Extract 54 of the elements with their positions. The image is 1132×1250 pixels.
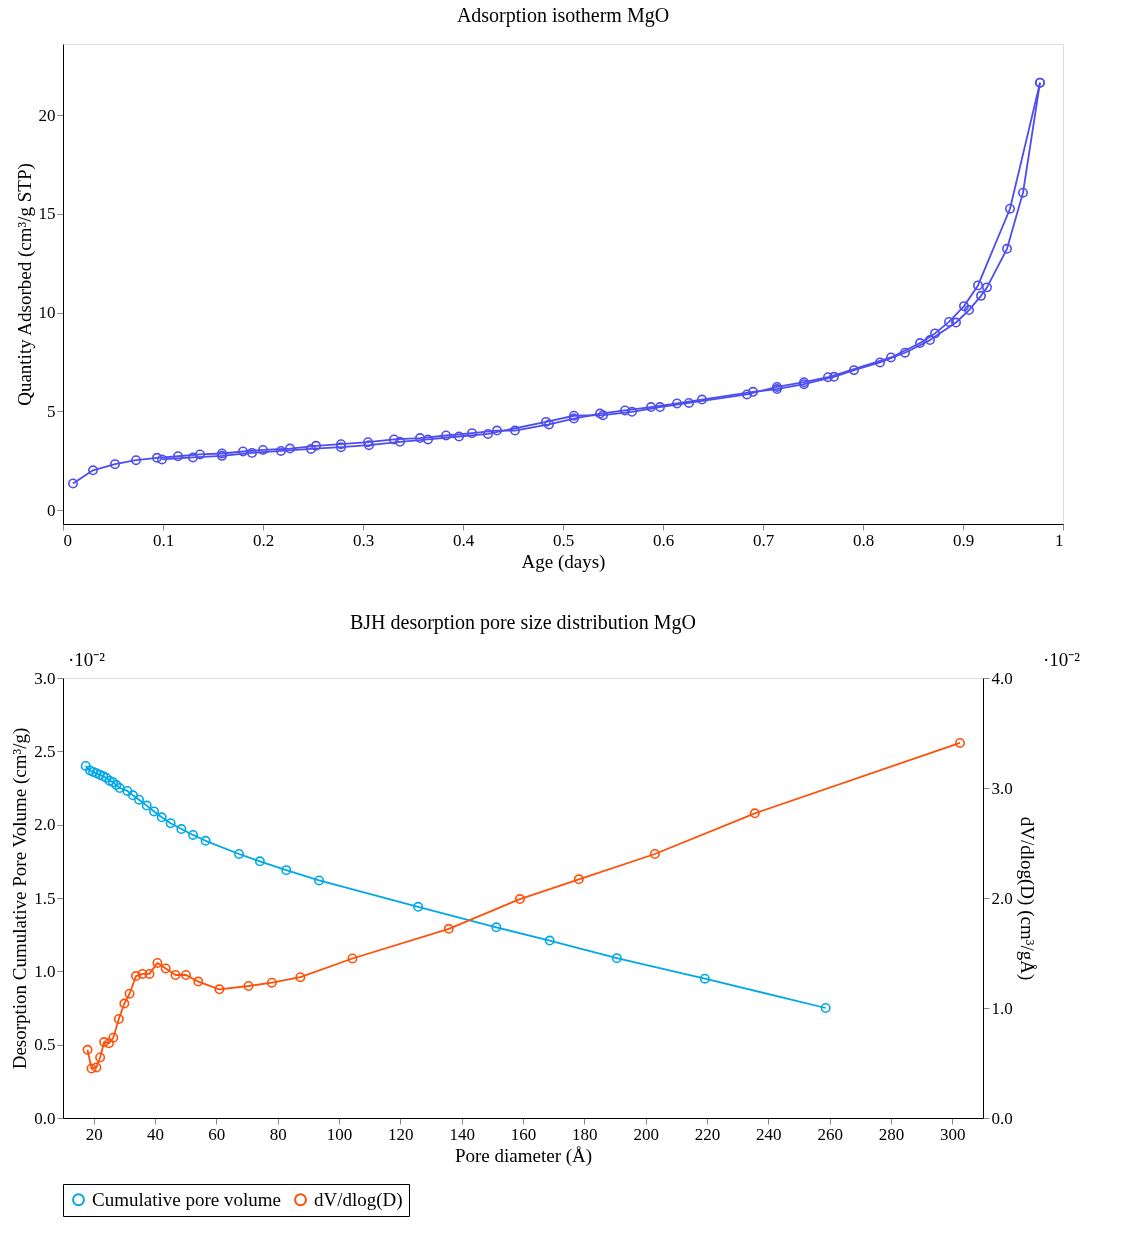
x-tick-label: 20 (85, 1124, 103, 1144)
y-tick-label: 1.5 (34, 888, 56, 908)
chart-title: Adsorption isotherm MgO (456, 4, 670, 27)
y2-tick-label: 2.0 (991, 888, 1013, 908)
x-tick-label: 180 (572, 1124, 598, 1144)
y2-axis-title: dV/dlog(D) (cm³/gÅ) (1015, 816, 1038, 981)
legend-label: Cumulative pore volume (92, 1188, 281, 1210)
text: ·10⁻² (1043, 649, 1081, 670)
x-tick-label: 0.1 (152, 530, 175, 550)
y-tick-label: 2.5 (34, 741, 56, 761)
x-axis-title: Pore diameter (Å) (454, 1144, 593, 1167)
y-tick-label: 5 (47, 401, 56, 421)
x-tick-label: 0.5 (552, 530, 575, 550)
y-tick-label: 15 (38, 204, 56, 224)
x-tick-label: 220 (694, 1124, 721, 1144)
x-tick-label: 60 (208, 1124, 226, 1144)
x-tick-label: 0.6 (652, 530, 675, 550)
x-tick-label: 280 (878, 1124, 905, 1144)
x-tick-label: 140 (449, 1124, 475, 1144)
x-tick-label: 0.7 (752, 530, 775, 550)
y-tick-label: 0 (47, 500, 56, 520)
x-tick-label: 120 (388, 1124, 414, 1144)
y-axis-title: Quantity Adsorbed (cm³/g STP) (13, 163, 36, 406)
y2-tick-label: 3.0 (991, 778, 1013, 798)
x-tick-label: 100 (326, 1124, 353, 1144)
y-tick-label: 2.0 (34, 815, 56, 835)
y-axis-title: Desorption Cumulative Pore Volume (cm³/g) (9, 727, 32, 1070)
y2-tick-label: 1.0 (991, 998, 1013, 1018)
x-tick-label: 300 (940, 1124, 966, 1144)
x-tick-label: 1 (1055, 530, 1064, 550)
x-tick-label: 0.8 (852, 530, 875, 550)
x-tick-label: 160 (510, 1124, 537, 1144)
x-axis-title: Age (days) (521, 550, 606, 573)
y2-tick-label: 0.0 (991, 1108, 1013, 1128)
y2-tick-label: 4.0 (991, 668, 1013, 688)
x-tick-label: 40 (147, 1124, 164, 1144)
x-tick-label: 0.3 (352, 530, 375, 550)
x-tick-label: 240 (756, 1124, 782, 1144)
x-tick-label: 0.4 (452, 530, 475, 550)
x-tick-label: 80 (269, 1124, 287, 1144)
y-tick-label: 1.0 (34, 961, 56, 981)
y-tick-label: 20 (38, 105, 56, 125)
x-tick-label: 0.9 (952, 530, 975, 550)
y-tick-label: 0.5 (34, 1035, 56, 1055)
x-tick-label: 200 (633, 1124, 659, 1144)
text: ·10⁻² (68, 649, 106, 670)
x-tick-label: 0.2 (252, 530, 275, 550)
chart-title: BJH desorption pore size distribution MgO (349, 611, 697, 634)
y-tick-label: 0.0 (34, 1108, 56, 1128)
y-tick-label: 3.0 (34, 668, 56, 688)
legend-label: dV/dlog(D) (314, 1188, 403, 1211)
x-tick-label: 0 (63, 530, 72, 550)
y-tick-label: 10 (38, 303, 56, 323)
x-tick-label: 260 (817, 1124, 843, 1144)
